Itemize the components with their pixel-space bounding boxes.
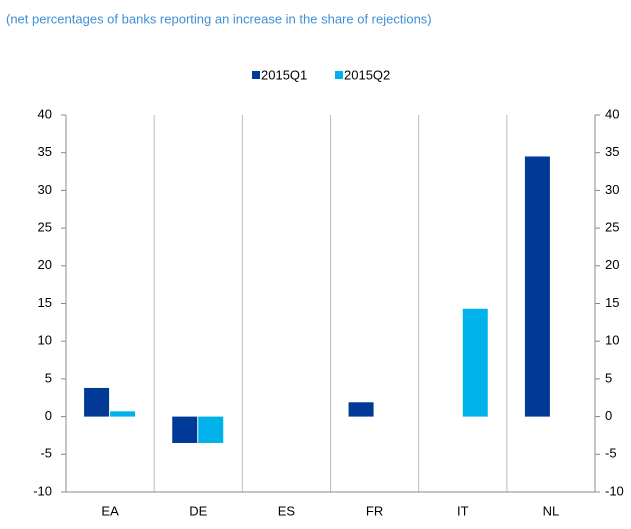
y2-tick-label: 30 (605, 182, 619, 197)
bar (348, 402, 374, 417)
y-tick-label: 5 (45, 370, 52, 385)
legend-label: 2015Q1 (261, 67, 307, 82)
y-tick-label: 25 (38, 220, 52, 235)
y2-tick-label: -5 (605, 446, 617, 461)
x-tick-label: ES (278, 503, 296, 518)
y2-tick-label: 10 (605, 333, 619, 348)
chart-subtitle: (net percentages of banks reporting an i… (6, 11, 432, 26)
y-tick-label: 20 (38, 257, 52, 272)
legend-swatch (335, 71, 343, 79)
y2-tick-label: 15 (605, 295, 619, 310)
y2-tick-label: 35 (605, 144, 619, 159)
y2-tick-label: 5 (605, 370, 612, 385)
y-tick-label: 30 (38, 182, 52, 197)
y2-tick-label: 25 (605, 220, 619, 235)
bar (84, 387, 110, 417)
x-tick-label: DE (189, 503, 207, 518)
x-tick-label: EA (101, 503, 119, 518)
x-tick-label: FR (366, 503, 383, 518)
y-tick-label: -5 (40, 446, 52, 461)
legend-swatch (252, 71, 260, 79)
y-tick-label: -10 (33, 483, 52, 498)
y2-tick-label: 40 (605, 106, 619, 121)
bar (524, 156, 550, 417)
y-tick-label: 10 (38, 333, 52, 348)
y-tick-label: 35 (38, 144, 52, 159)
bar (462, 308, 488, 417)
y2-tick-label: 0 (605, 408, 612, 423)
bar (110, 411, 136, 417)
y2-tick-label: -10 (605, 483, 624, 498)
x-tick-label: IT (457, 503, 469, 518)
y-tick-label: 40 (38, 106, 52, 121)
y-tick-label: 0 (45, 408, 52, 423)
x-tick-label: NL (543, 503, 560, 518)
legend-label: 2015Q2 (344, 67, 390, 82)
y-tick-label: 15 (38, 295, 52, 310)
y2-tick-label: 20 (605, 257, 619, 272)
bar (198, 416, 224, 443)
bar (172, 416, 198, 443)
